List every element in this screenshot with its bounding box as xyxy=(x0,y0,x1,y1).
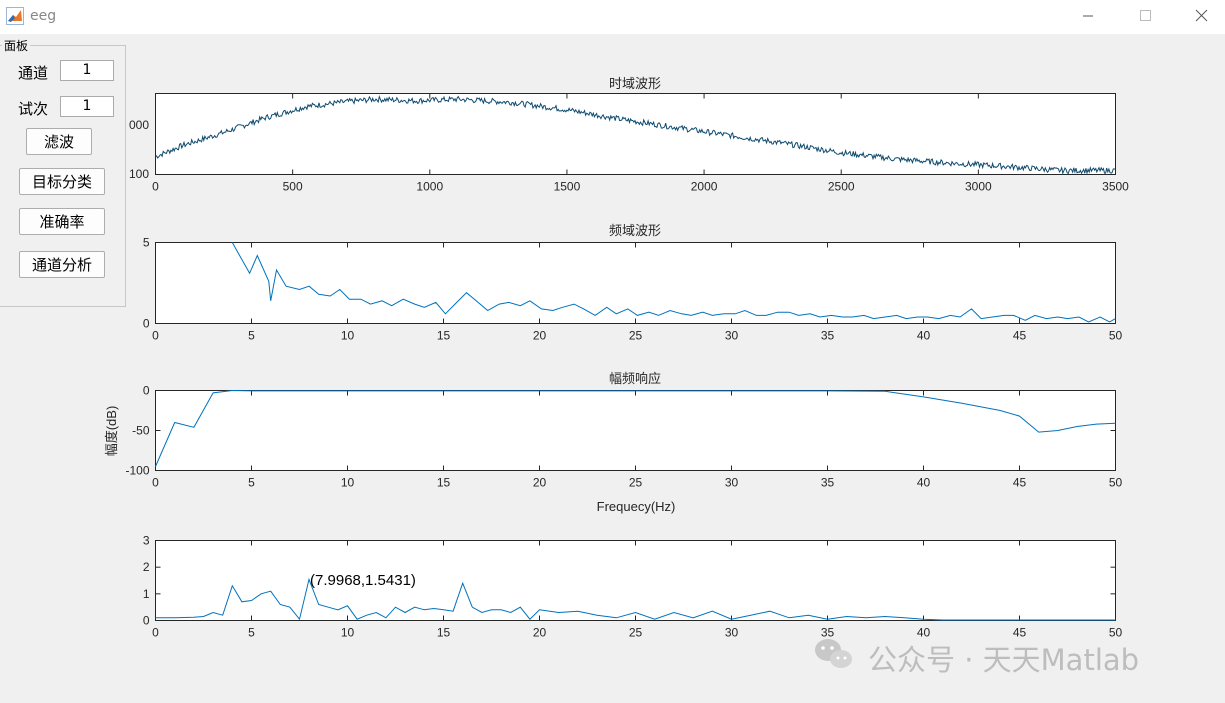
title-bar: eeg xyxy=(0,0,1225,34)
filter-button[interactable]: 滤波 xyxy=(26,128,92,155)
x-tick-label: 20 xyxy=(533,476,547,490)
x-tick-label: 0 xyxy=(152,180,159,194)
x-tick-label: 25 xyxy=(629,626,643,640)
y-tick-label: 0 xyxy=(143,614,150,628)
x-tick-label: 5 xyxy=(248,329,255,343)
close-button[interactable] xyxy=(1178,0,1224,34)
y-tick-label: 100 xyxy=(129,167,149,181)
x-tick-label: 25 xyxy=(629,476,643,490)
y-tick-label: 1 xyxy=(143,587,150,601)
x-tick-label: 0 xyxy=(152,626,159,640)
y-tick-label: 5 xyxy=(143,236,150,250)
x-tick-label: 2000 xyxy=(691,180,718,194)
x-tick-label: 2500 xyxy=(828,180,855,194)
x-tick-label: 45 xyxy=(1013,476,1027,490)
maximize-button[interactable] xyxy=(1122,0,1168,34)
y-tick-label: -50 xyxy=(132,424,150,438)
x-axis-label: Frequecy(Hz) xyxy=(597,499,676,514)
frequency-response-axes: 幅频响应 Frequecy(Hz) 幅度(dB) 0 5 10 15 20 25 30 35 4… xyxy=(104,371,1122,514)
x-tick-label: 25 xyxy=(629,329,643,343)
x-tick-label: 20 xyxy=(533,329,547,343)
x-tick-label: 1000 xyxy=(416,180,443,194)
x-tick-label: 30 xyxy=(725,476,739,490)
x-tick-label: 500 xyxy=(283,180,303,194)
x-tick-label: 3000 xyxy=(965,180,992,194)
x-tick-label: 5 xyxy=(248,476,255,490)
x-tick-label: 30 xyxy=(725,329,739,343)
x-tick-label: 50 xyxy=(1109,476,1123,490)
x-tick-label: 40 xyxy=(917,626,931,640)
x-tick-label: 40 xyxy=(917,329,931,343)
x-tick-label: 20 xyxy=(533,626,547,640)
x-tick-label: 0 xyxy=(152,476,159,490)
window-title: eeg xyxy=(30,8,57,24)
y-tick-label: 3 xyxy=(143,534,150,548)
trial-input[interactable]: 1 xyxy=(60,96,114,117)
spectrum-axes: 0 5 10 15 20 25 30 35 40 45 50 0 1 2 3 (7.9968,1.5431) xyxy=(143,534,1123,640)
x-tick-label: 1500 xyxy=(554,180,581,194)
y-tick-label: 0 xyxy=(143,384,150,398)
x-tick-label: 45 xyxy=(1013,329,1027,343)
y-tick-label: 000 xyxy=(129,118,149,132)
minimize-button[interactable] xyxy=(1065,0,1111,34)
watermark-text: 公众号 · 天天Matlab xyxy=(868,643,1140,677)
x-tick-label: 0 xyxy=(152,329,159,343)
x-tick-label: 15 xyxy=(437,626,451,640)
x-tick-label: 50 xyxy=(1109,329,1123,343)
x-tick-label: 30 xyxy=(725,626,739,640)
x-tick-label: 35 xyxy=(821,626,835,640)
frequency-domain-title: 频域波形 xyxy=(609,224,661,239)
matlab-icon xyxy=(6,7,24,25)
x-tick-label: 35 xyxy=(821,329,835,343)
accuracy-button[interactable]: 准确率 xyxy=(19,208,105,235)
trial-label: 试次 xyxy=(18,100,49,118)
time-domain-title: 时域波形 xyxy=(609,77,661,92)
channel-label: 通道 xyxy=(18,64,49,82)
x-tick-label: 45 xyxy=(1013,626,1027,640)
channel-input[interactable]: 1 xyxy=(60,60,114,81)
y-tick-label: 0 xyxy=(143,317,150,331)
x-tick-label: 15 xyxy=(437,476,451,490)
x-tick-label: 40 xyxy=(917,476,931,490)
control-panel xyxy=(0,45,126,307)
frequency-domain-axes: 频域波形 0 5 10 15 20 25 30 35 40 45 50 0 5 xyxy=(143,224,1123,343)
frequency-response-series xyxy=(155,389,1116,467)
x-tick-label: 10 xyxy=(341,476,355,490)
wechat-icon xyxy=(815,639,852,668)
channel-analysis-button[interactable]: 通道分析 xyxy=(19,251,105,278)
x-tick-label: 3500 xyxy=(1102,180,1129,194)
spectrum-series xyxy=(155,577,1116,621)
panel-title: 面板 xyxy=(2,37,31,54)
x-tick-label: 10 xyxy=(341,626,355,640)
datatip-annotation: (7.9968,1.5431) xyxy=(310,572,416,589)
frequency-domain-series xyxy=(231,242,1116,323)
frequency-response-title: 幅频响应 xyxy=(609,371,661,387)
x-tick-label: 10 xyxy=(341,329,355,343)
x-tick-label: 50 xyxy=(1109,626,1123,640)
x-tick-label: 15 xyxy=(437,329,451,343)
time-domain-signal xyxy=(155,95,1116,175)
y-axis-label: 幅度(dB) xyxy=(104,406,119,457)
y-tick-label: -100 xyxy=(125,464,149,478)
x-tick-label: 5 xyxy=(248,626,255,640)
classify-button[interactable]: 目标分类 xyxy=(19,168,105,195)
y-tick-label: 2 xyxy=(143,560,150,574)
time-domain-axes: 时域波形 000 100 0 500 1000 1500 2000 2500 3000 350… xyxy=(129,77,1129,194)
x-tick-label: 35 xyxy=(821,476,835,490)
